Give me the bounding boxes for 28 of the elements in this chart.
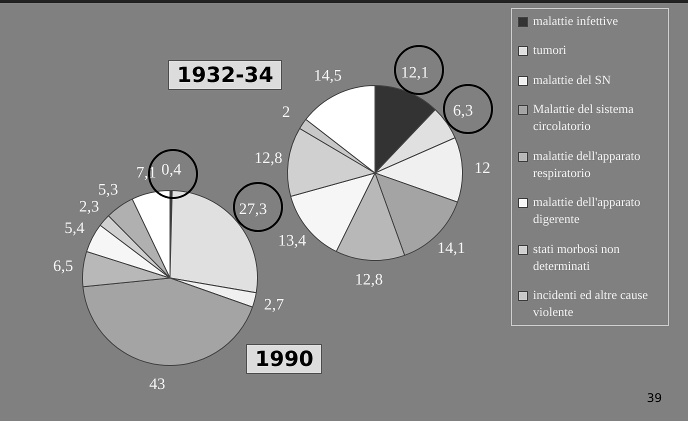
data-label: 6,3 — [452, 102, 473, 120]
data-label: 5,3 — [98, 181, 118, 198]
data-label: 2,3 — [79, 198, 100, 216]
data-label: 6,5 — [53, 258, 74, 276]
data-label: 0,4 — [161, 162, 182, 179]
text: 1932-34 — [168, 60, 282, 90]
data-label: 14,5 — [314, 68, 342, 85]
data-label: 27,3 — [239, 200, 268, 218]
data-label: 2,7 — [264, 296, 284, 314]
text: 1990 — [246, 344, 322, 374]
legend-label: malattie dell'apparato digerente — [533, 194, 642, 228]
text: 39 — [646, 391, 662, 405]
data-label: 14,1 — [437, 240, 466, 257]
data-label: 43 — [149, 376, 166, 393]
data-label: 2 — [282, 104, 290, 121]
legend-label: malattie infettive — [533, 13, 618, 30]
legend-label: malattie dell'apparato respiratorio — [533, 148, 642, 182]
legend-label: malattie del SN — [533, 72, 611, 89]
legend-label: Malattie del sistema circolatorio — [533, 101, 635, 136]
data-label: 12 — [474, 160, 490, 178]
data-label: 12,1 — [400, 64, 429, 82]
data-label: 5,4 — [64, 220, 85, 237]
legend-label: tumori — [533, 42, 566, 60]
data-label: 13,4 — [278, 232, 306, 250]
legend-label: incidenti ed altre cause violente — [533, 286, 649, 321]
data-label: 12,8 — [354, 272, 383, 289]
data-label: 12,8 — [254, 150, 282, 168]
legend-label: stati morbosi non determinati — [533, 240, 621, 275]
